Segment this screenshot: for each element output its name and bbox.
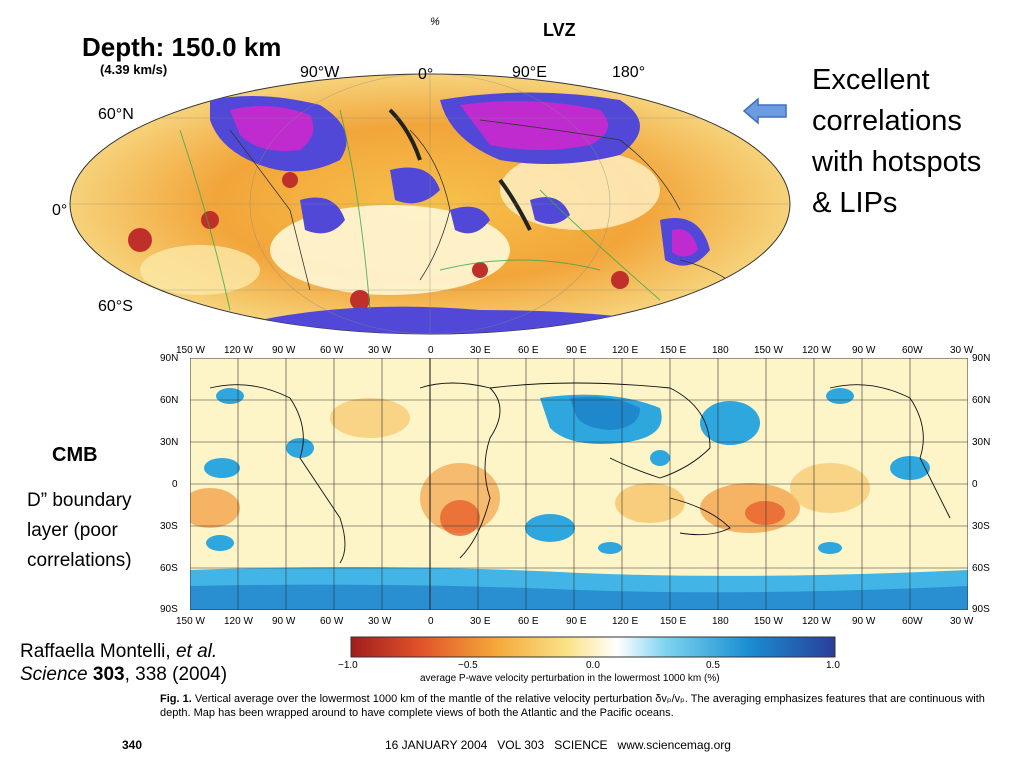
bottom-lon-label: 60W	[902, 345, 923, 356]
citation-etal: et al.	[175, 641, 218, 662]
bottom-lon-label: 150 W	[176, 345, 205, 356]
bottom-lon-label: 180	[712, 345, 729, 356]
citation-journal: Science	[20, 664, 88, 685]
bottom-lon-label: 90 W	[852, 345, 876, 356]
bottom-lon-label: 120 W	[802, 345, 831, 356]
bottom-lon-label: 120 E	[612, 345, 639, 356]
colorbar-tick: −1.0	[338, 660, 358, 671]
bottom-lat-label-left: 30S	[160, 521, 178, 532]
bottom-lat-label-left: 60N	[160, 395, 179, 406]
bottom-lon-label: 60 W	[320, 345, 344, 356]
bottom-lon-label: 60 E	[518, 345, 539, 356]
annotation-line: & LIPs	[812, 187, 898, 219]
bottom-lon-label: 90 W	[852, 616, 876, 627]
bottom-lon-label: 90 W	[272, 345, 296, 356]
bottom-lon-label: 180	[712, 616, 729, 627]
colorbar-tick: −0.5	[458, 660, 478, 671]
citation-pages: , 338 (2004)	[124, 664, 228, 685]
bottom-lon-label: 90 E	[566, 616, 587, 627]
bottom-lon-label: 150 W	[754, 616, 783, 627]
page-number: 340	[122, 738, 143, 752]
bottom-lon-label: 30 W	[950, 345, 974, 356]
bottom-lon-label: 150 W	[754, 345, 783, 356]
colorbar-label: average P-wave velocity perturbation in …	[420, 673, 720, 684]
bottom-lon-label: 0	[428, 345, 434, 356]
citation-author: Raffaella Montelli,	[20, 641, 171, 662]
velocity-label: (4.39 km/s)	[100, 62, 168, 77]
top-lat-0: 0°	[52, 202, 68, 219]
bottom-lon-label: 60W	[902, 616, 923, 627]
bottom-lat-label-right: 60N	[972, 395, 991, 406]
bottom-lon-label: 150 W	[176, 616, 205, 627]
depth-label: Depth: 150.0 km	[82, 32, 282, 62]
colorbar-tick: 0.0	[586, 660, 600, 671]
bottom-lon-label: 30 E	[470, 616, 491, 627]
citation-volume: 303	[92, 664, 125, 685]
bottom-tomography-map	[190, 358, 968, 610]
bottom-lon-label: 60 W	[320, 616, 344, 627]
annotation-line: correlations	[812, 105, 962, 137]
dlayer-note: D” boundary layer (poor correlations)	[27, 486, 172, 576]
bottom-lon-label: 30 W	[368, 345, 392, 356]
bottom-lon-label: 120 W	[802, 616, 831, 627]
bottom-lat-label-left: 90S	[160, 604, 178, 615]
bottom-lon-label: 120 W	[224, 616, 253, 627]
note-line: D” boundary	[27, 490, 132, 511]
bottom-lat-label-left: 90N	[160, 353, 179, 364]
percent-mark: %	[430, 16, 440, 28]
bottom-lon-label: 90 E	[566, 345, 587, 356]
bottom-lon-label: 60 E	[518, 616, 539, 627]
bottom-lon-label: 120 E	[612, 616, 639, 627]
top-lon-180: 180°	[612, 64, 646, 81]
bottom-lat-label-left: 30N	[160, 437, 179, 448]
bottom-lat-label-right: 60S	[972, 563, 990, 574]
caption-fig-label: Fig. 1.	[160, 693, 192, 705]
hotspot-annotation: Excellent correlations with hotspots & L…	[812, 60, 1022, 224]
bottom-lon-label: 30 E	[470, 345, 491, 356]
bottom-lon-label: 30 W	[368, 616, 392, 627]
bottom-lat-label-right: 90S	[972, 604, 990, 615]
bottom-lon-label: 0	[428, 616, 434, 627]
colorbar	[350, 636, 836, 658]
bottom-lat-label-right: 30S	[972, 521, 990, 532]
bottom-lat-label-left: 60S	[160, 563, 178, 574]
top-lon-90w: 90°W	[300, 64, 340, 81]
bottom-lon-label: 120 W	[224, 345, 253, 356]
left-arrow-icon	[742, 97, 787, 125]
top-lat-60n: 60°N	[98, 106, 134, 123]
bottom-lon-label: 90 W	[272, 616, 296, 627]
annotation-line: with hotspots	[812, 146, 982, 178]
bottom-lon-label: 150 E	[660, 345, 687, 356]
colorbar-tick: 0.5	[706, 660, 720, 671]
caption-text: Vertical average over the lowermost 1000…	[160, 693, 985, 719]
bottom-lon-label: 150 E	[660, 616, 687, 627]
cmb-label: CMB	[52, 444, 98, 466]
note-line: correlations)	[27, 550, 132, 571]
top-lat-60s: 60°S	[98, 298, 133, 315]
note-line: layer (poor	[27, 520, 118, 541]
bottom-lat-label-left: 0	[172, 479, 178, 490]
bottom-lon-label: 30 W	[950, 616, 974, 627]
top-lon-0: 0°	[418, 66, 434, 83]
figure-caption: Fig. 1. Vertical average over the lowerm…	[160, 692, 1000, 720]
bottom-lat-label-right: 0	[972, 479, 978, 490]
top-lon-90e: 90°E	[512, 64, 547, 81]
top-tomography-map	[69, 73, 791, 335]
citation: Raffaella Montelli, et al. Science 303, …	[20, 640, 227, 686]
bottom-lat-label-right: 90N	[972, 353, 991, 364]
bottom-lat-label-right: 30N	[972, 437, 991, 448]
annotation-line: Excellent	[812, 64, 930, 96]
slide-title: LVZ	[543, 20, 576, 40]
journal-footer: 16 JANUARY 2004 VOL 303 SCIENCE www.scie…	[385, 738, 731, 752]
colorbar-tick: 1.0	[826, 660, 840, 671]
